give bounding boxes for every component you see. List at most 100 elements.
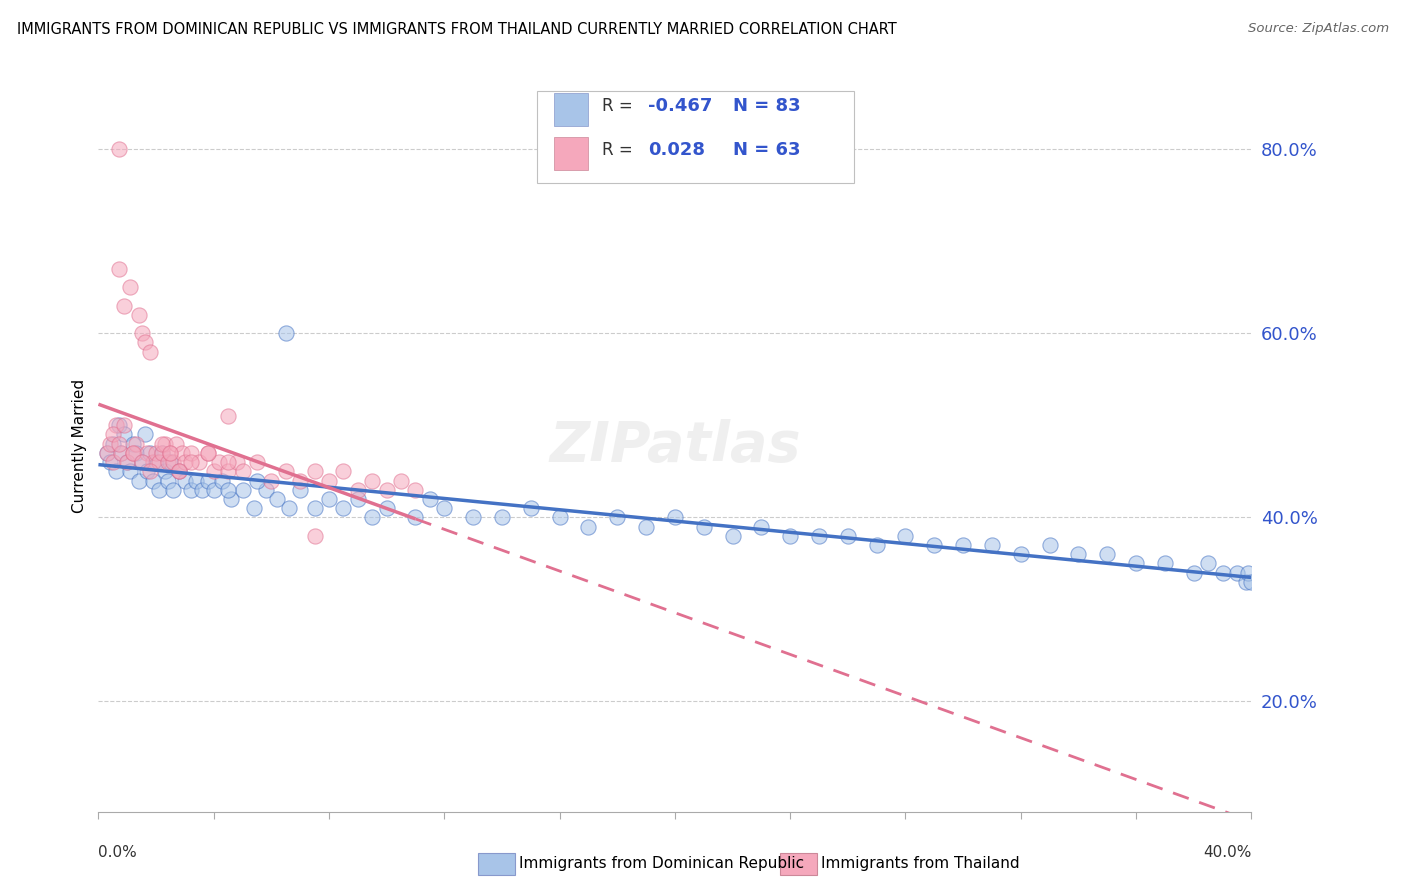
Point (243, 501, 266, 516)
Point (361, 510, 384, 524)
Point (274, 326, 297, 341)
Point (346, 483, 368, 497)
Point (260, 474, 283, 488)
Point (98, 455, 121, 469)
Point (150, 446, 173, 460)
Point (159, 446, 181, 460)
Point (134, 427, 156, 442)
Point (1234, 574, 1257, 589)
Point (779, 529, 801, 543)
Point (191, 483, 214, 497)
Point (167, 464, 190, 478)
Point (188, 455, 211, 469)
Point (1197, 557, 1219, 571)
Point (197, 446, 219, 460)
Point (693, 519, 716, 533)
Point (375, 501, 398, 516)
Point (225, 455, 247, 469)
Point (139, 344, 162, 359)
Point (96, 446, 118, 460)
Point (131, 326, 153, 341)
Text: Source: ZipAtlas.com: Source: ZipAtlas.com (1249, 22, 1389, 36)
Point (461, 510, 484, 524)
Point (217, 483, 239, 497)
Point (159, 455, 181, 469)
Point (1226, 566, 1249, 580)
Point (139, 464, 162, 478)
Text: R =: R = (602, 141, 638, 159)
Point (1237, 566, 1260, 580)
Point (197, 446, 219, 460)
Point (159, 446, 181, 460)
Point (153, 436, 176, 450)
Point (180, 455, 202, 469)
Point (266, 491, 288, 506)
Point (131, 455, 153, 469)
Point (134, 335, 156, 350)
Point (202, 483, 225, 497)
Point (98, 436, 121, 450)
Text: IMMIGRANTS FROM DOMINICAN REPUBLIC VS IMMIGRANTS FROM THAILAND CURRENTLY MARRIED: IMMIGRANTS FROM DOMINICAN REPUBLIC VS IM… (17, 22, 897, 37)
Point (125, 446, 148, 460)
Point (361, 474, 384, 488)
Point (389, 474, 412, 488)
Point (433, 501, 456, 516)
Point (520, 501, 543, 516)
Text: 0.0%: 0.0% (98, 845, 138, 860)
Point (219, 491, 242, 506)
Point (231, 483, 254, 497)
Point (208, 455, 231, 469)
Point (405, 483, 427, 497)
Point (419, 491, 441, 506)
Point (148, 483, 170, 497)
Point (866, 538, 889, 552)
Point (162, 455, 184, 469)
Point (145, 446, 167, 460)
Point (150, 446, 173, 460)
Point (110, 446, 132, 460)
Point (217, 455, 239, 469)
Point (142, 474, 165, 488)
Point (197, 474, 219, 488)
Point (112, 427, 135, 442)
Point (131, 455, 153, 469)
Point (120, 280, 142, 294)
Point (375, 483, 398, 497)
Point (128, 308, 150, 322)
Point (148, 455, 170, 469)
Point (346, 491, 368, 506)
Point (290, 483, 312, 497)
Point (304, 464, 326, 478)
Point (174, 474, 197, 488)
Point (139, 446, 162, 460)
Point (405, 510, 427, 524)
Point (211, 474, 233, 488)
Point (636, 519, 658, 533)
Point (165, 436, 187, 450)
Point (304, 501, 326, 516)
Point (142, 455, 165, 469)
Point (117, 455, 139, 469)
Point (167, 464, 190, 478)
Point (170, 446, 193, 460)
Point (808, 529, 831, 543)
Point (122, 446, 145, 460)
Point (981, 538, 1004, 552)
Text: ZIPatlas: ZIPatlas (550, 419, 800, 473)
Text: Immigrants from Thailand: Immigrants from Thailand (821, 856, 1019, 871)
Text: 0.028: 0.028 (648, 141, 706, 159)
Point (332, 464, 354, 478)
Point (277, 501, 299, 516)
Point (180, 483, 202, 497)
Point (721, 529, 744, 543)
Text: 40.0%: 40.0% (1204, 845, 1251, 860)
Point (136, 464, 159, 478)
Point (107, 142, 129, 156)
Point (156, 455, 179, 469)
Point (231, 464, 254, 478)
FancyBboxPatch shape (554, 94, 589, 127)
Point (104, 464, 127, 478)
Point (167, 464, 190, 478)
Point (107, 261, 129, 276)
Point (136, 446, 159, 460)
